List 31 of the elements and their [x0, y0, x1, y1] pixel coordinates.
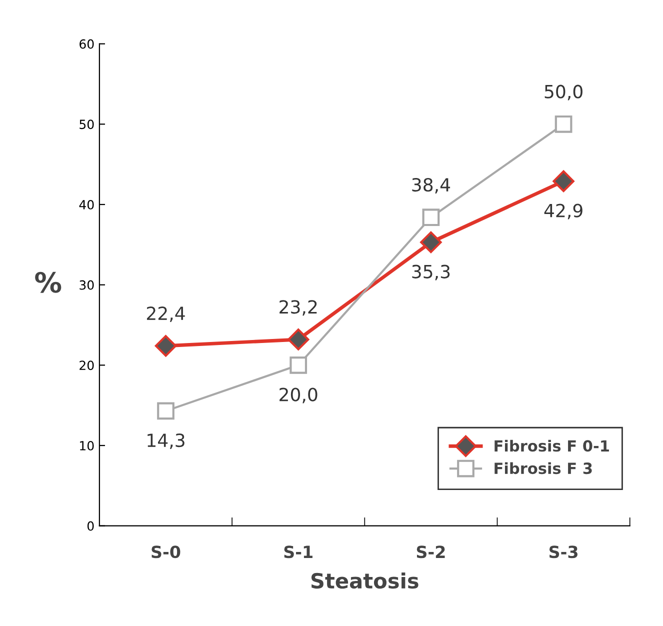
point — [554, 115, 572, 133]
data-label: 42,9 — [544, 204, 582, 220]
x-tick-label: S-3 — [549, 546, 578, 558]
x-tick-label: S-0 — [152, 546, 180, 558]
x-tick-label: S-1 — [284, 546, 312, 558]
y-tick-label: 20 — [80, 360, 94, 370]
data-label: 35,3 — [412, 264, 450, 280]
data-label: 22,4 — [146, 306, 185, 322]
y-tick-label: 30 — [80, 280, 94, 290]
data-label: 23,2 — [280, 300, 317, 316]
y-tick-label: 40 — [79, 200, 94, 210]
legend-label: Fibrosis F 0-1 — [494, 440, 609, 452]
point — [287, 328, 310, 350]
data-label: 14,3 — [148, 434, 184, 449]
point — [154, 335, 177, 357]
y-axis-title: % — [35, 272, 62, 293]
point — [552, 170, 574, 192]
y-tick-label: 50 — [80, 120, 94, 130]
point — [420, 231, 442, 254]
x-tick-label: S-2 — [416, 546, 445, 558]
data-label: 38,4 — [412, 178, 450, 194]
x-axis-title: Steatosis — [311, 572, 418, 589]
data-label: 20,0 — [280, 388, 318, 404]
point — [157, 402, 174, 420]
data-label: 50,0 — [544, 84, 582, 100]
y-tick-label: 60 — [80, 39, 94, 49]
point — [290, 356, 308, 374]
y-tick-label: 10 — [80, 440, 94, 450]
y-tick-label: 0 — [87, 521, 94, 531]
point — [422, 208, 440, 226]
legend-label: Fibrosis F 3 — [494, 462, 592, 474]
